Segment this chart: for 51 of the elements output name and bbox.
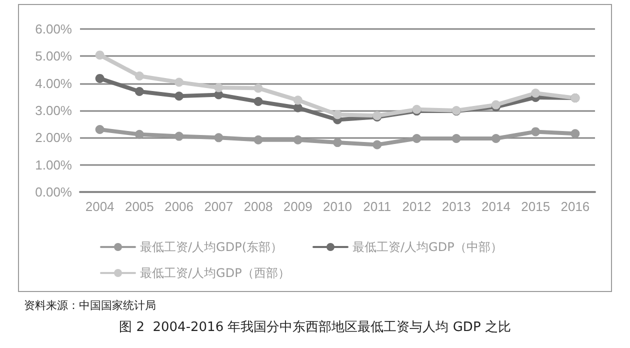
x-tick-label: 2004 bbox=[85, 199, 114, 214]
point bbox=[452, 134, 461, 143]
x-tick-label: 2009 bbox=[283, 199, 312, 214]
text: 资料来源：中国国家统计局 bbox=[24, 298, 156, 313]
y-tick-label: 6.00% bbox=[35, 22, 72, 36]
y-tick-label: 4.00% bbox=[35, 76, 72, 91]
point bbox=[293, 103, 302, 112]
point bbox=[174, 92, 184, 101]
point bbox=[333, 110, 342, 120]
y-tick-label: 1.00% bbox=[35, 157, 72, 172]
x-tick-label: 2008 bbox=[244, 199, 273, 214]
point bbox=[254, 135, 263, 144]
point bbox=[95, 125, 104, 134]
point bbox=[134, 86, 144, 96]
x-tick-label: 2011 bbox=[363, 199, 392, 214]
point bbox=[531, 88, 540, 98]
x-tick-label: 2007 bbox=[204, 199, 234, 214]
point bbox=[570, 129, 580, 138]
point bbox=[254, 84, 263, 93]
point bbox=[214, 133, 224, 142]
y-tick-label: 0.00% bbox=[35, 184, 72, 200]
point bbox=[134, 130, 144, 139]
x-tick-label: 2006 bbox=[164, 199, 194, 214]
point bbox=[412, 134, 422, 143]
x-tick-label: 2013 bbox=[442, 199, 471, 214]
point bbox=[254, 97, 263, 106]
x-tick-label: 2012 bbox=[402, 199, 432, 214]
point bbox=[174, 132, 184, 141]
point bbox=[491, 134, 500, 143]
point bbox=[293, 135, 302, 144]
legend-label: 最低工资/人均GDP（中部） bbox=[352, 240, 502, 254]
point bbox=[214, 83, 224, 92]
y-tick-label: 3.00% bbox=[35, 103, 72, 118]
y-tick-label: 5.00% bbox=[35, 48, 72, 64]
legend-label: 最低工资/人均GDP（西部） bbox=[140, 266, 290, 280]
point bbox=[174, 78, 184, 87]
point bbox=[293, 96, 302, 105]
x-tick-label: 2016 bbox=[560, 199, 590, 214]
x-tick-label: 2014 bbox=[482, 199, 510, 214]
text: 图 2 2004-2016 年我国分中东西部地区最低工资与人均 GDP 之比 bbox=[118, 319, 512, 336]
point bbox=[95, 50, 104, 60]
point bbox=[134, 72, 144, 80]
point bbox=[531, 127, 540, 136]
x-tick-label: 2010 bbox=[323, 199, 352, 214]
x-tick-label: 2005 bbox=[124, 199, 154, 214]
point bbox=[95, 74, 104, 83]
y-tick-label: 2.00% bbox=[35, 130, 72, 146]
x-tick-label: 2015 bbox=[521, 199, 550, 214]
legend-label: 最低工资/人均GDP(东部） bbox=[140, 240, 282, 254]
point bbox=[372, 140, 382, 150]
point bbox=[333, 138, 342, 148]
